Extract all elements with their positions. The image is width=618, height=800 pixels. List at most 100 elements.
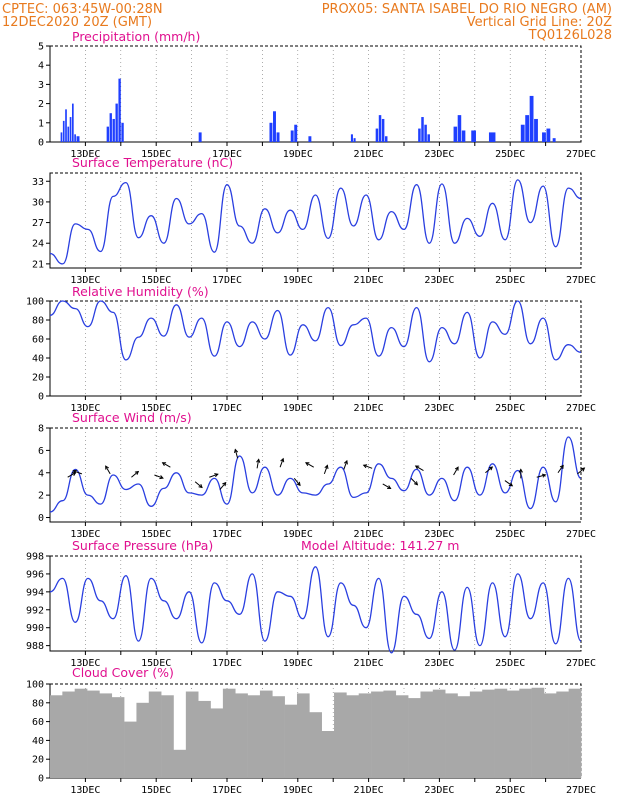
wind-arrow-head — [304, 462, 310, 466]
panel-0: 0 1 2 3 4 5 13DEC 15DEC 17DEC 19DEC 21DEC 23DEC 25DE… — [38, 29, 596, 160]
wind-arrow-head — [343, 459, 348, 465]
y-tick-label: 994 — [26, 587, 44, 598]
cloud-bar — [469, 691, 483, 778]
precip-bar — [273, 111, 276, 142]
y-tick-label: 1 — [38, 118, 44, 129]
cloud-bar — [556, 691, 569, 778]
series-line — [49, 566, 582, 654]
wind-arrow — [293, 478, 301, 486]
wind-arrow-head — [387, 485, 392, 490]
panel-frame — [49, 555, 582, 652]
precip-bar — [421, 117, 424, 142]
cloud-bar — [309, 712, 322, 778]
precip-bar — [471, 130, 476, 142]
wind-arrow-head — [72, 469, 77, 474]
panel-title: Surface Wind (m/s) — [72, 410, 192, 425]
x-tick-label: 13DEC — [70, 275, 100, 286]
precip-bar — [115, 103, 118, 142]
y-tick-label: 0 — [38, 513, 44, 524]
wind-arrow — [234, 449, 239, 459]
x-tick-label: 15DEC — [141, 785, 171, 796]
wind-arrow — [209, 473, 218, 478]
wind-arrow-head — [198, 484, 203, 489]
wind-arrow-head — [256, 458, 261, 463]
wind-arrow — [305, 462, 314, 468]
x-tick-label: 19DEC — [283, 658, 313, 669]
precip-bar — [67, 126, 70, 142]
cloud-bar — [50, 695, 63, 778]
panel-title: Relative Humidity (%) — [72, 284, 209, 299]
x-tick-label: 25DEC — [495, 275, 525, 286]
x-tick-label: 23DEC — [424, 529, 454, 540]
precip-bar — [457, 115, 462, 142]
cloud-bar — [124, 721, 137, 778]
cloud-bar — [259, 690, 273, 778]
header-model-id: TQ0126L028 — [528, 28, 612, 43]
precip-bar — [269, 122, 273, 142]
precip-bar — [488, 132, 496, 142]
y-tick-label: 27 — [32, 218, 44, 229]
precip-bar — [353, 138, 356, 142]
precip-bar — [384, 136, 388, 142]
y-tick-label: 2 — [38, 491, 44, 502]
wind-arrow — [504, 480, 513, 487]
wind-arrow — [410, 478, 418, 486]
x-tick-label: 19DEC — [283, 403, 313, 414]
x-tick-label: 25DEC — [495, 403, 525, 414]
precip-bar — [525, 115, 530, 142]
precip-bar — [71, 103, 74, 142]
precip-bar — [381, 118, 385, 142]
y-tick-label: 0 — [38, 774, 44, 785]
wind-arrow-head — [508, 482, 514, 487]
cloud-bar — [568, 688, 582, 778]
wind-arrow-head — [214, 473, 219, 478]
cloud-bar — [395, 695, 409, 778]
wind-arrow-head — [134, 470, 140, 475]
wind-arrow-head — [541, 473, 547, 478]
wind-arrow-head — [362, 464, 368, 469]
y-tick-label: 0 — [38, 392, 44, 403]
x-tick-label: 13DEC — [70, 785, 100, 796]
wind-arrow — [194, 481, 203, 488]
x-tick-label: 15DEC — [141, 658, 171, 669]
precip-bar — [112, 118, 115, 142]
panel-frame — [49, 300, 582, 397]
cloud-bar — [432, 689, 446, 778]
series-line — [49, 436, 582, 513]
x-tick-label: 25DEC — [495, 658, 525, 669]
cloud-bar — [148, 691, 162, 778]
x-tick-label: 17DEC — [212, 529, 242, 540]
y-tick-label: 988 — [26, 641, 44, 652]
precip-bar — [427, 134, 430, 142]
wind-arrow — [323, 465, 328, 475]
x-tick-label: 23DEC — [424, 275, 454, 286]
cloud-bar — [74, 688, 88, 778]
precip-bar — [106, 126, 109, 142]
x-tick-label: 15DEC — [141, 403, 171, 414]
wind-arrow — [536, 474, 546, 478]
cloud-bar — [383, 690, 397, 778]
wind-arrow — [162, 462, 171, 468]
x-tick-label: 15DEC — [141, 529, 171, 540]
header-date: 12DEC2020 20Z (GMT) — [2, 15, 152, 30]
wind-arrow — [577, 467, 585, 475]
y-tick-label: 2 — [38, 99, 44, 110]
x-tick-label: 27DEC — [566, 149, 596, 160]
wind-arrow — [256, 459, 260, 469]
precip-bar — [546, 128, 551, 142]
x-tick-label: 17DEC — [212, 149, 242, 160]
x-tick-label: 19DEC — [283, 275, 313, 286]
precip-bar — [375, 128, 379, 142]
cloud-bar — [531, 687, 545, 778]
cloud-bar — [321, 731, 335, 778]
x-tick-label: 21DEC — [354, 275, 384, 286]
precip-bar — [118, 78, 121, 142]
precip-bar — [350, 134, 353, 142]
cloud-bar — [284, 704, 298, 778]
cloud-bar — [185, 691, 199, 778]
panel-5: 0 20 40 60 80 100 13DEC 15DEC 17DEC 19DEC 21DEC 23D… — [26, 665, 596, 796]
x-tick-label: 25DEC — [495, 149, 525, 160]
panel-title: Precipitation (mm/h) — [72, 29, 200, 44]
x-tick-label: 23DEC — [424, 403, 454, 414]
wind-arrow — [485, 466, 493, 474]
